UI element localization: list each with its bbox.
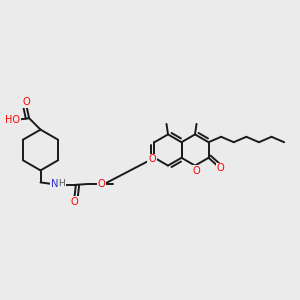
Text: H: H bbox=[58, 179, 65, 188]
Text: O: O bbox=[193, 166, 200, 176]
Text: O: O bbox=[148, 154, 156, 164]
Text: O: O bbox=[70, 197, 78, 207]
Text: HO: HO bbox=[5, 115, 20, 125]
Text: N: N bbox=[51, 179, 59, 189]
Text: O: O bbox=[98, 179, 105, 189]
Text: O: O bbox=[217, 163, 224, 173]
Text: O: O bbox=[23, 97, 31, 107]
